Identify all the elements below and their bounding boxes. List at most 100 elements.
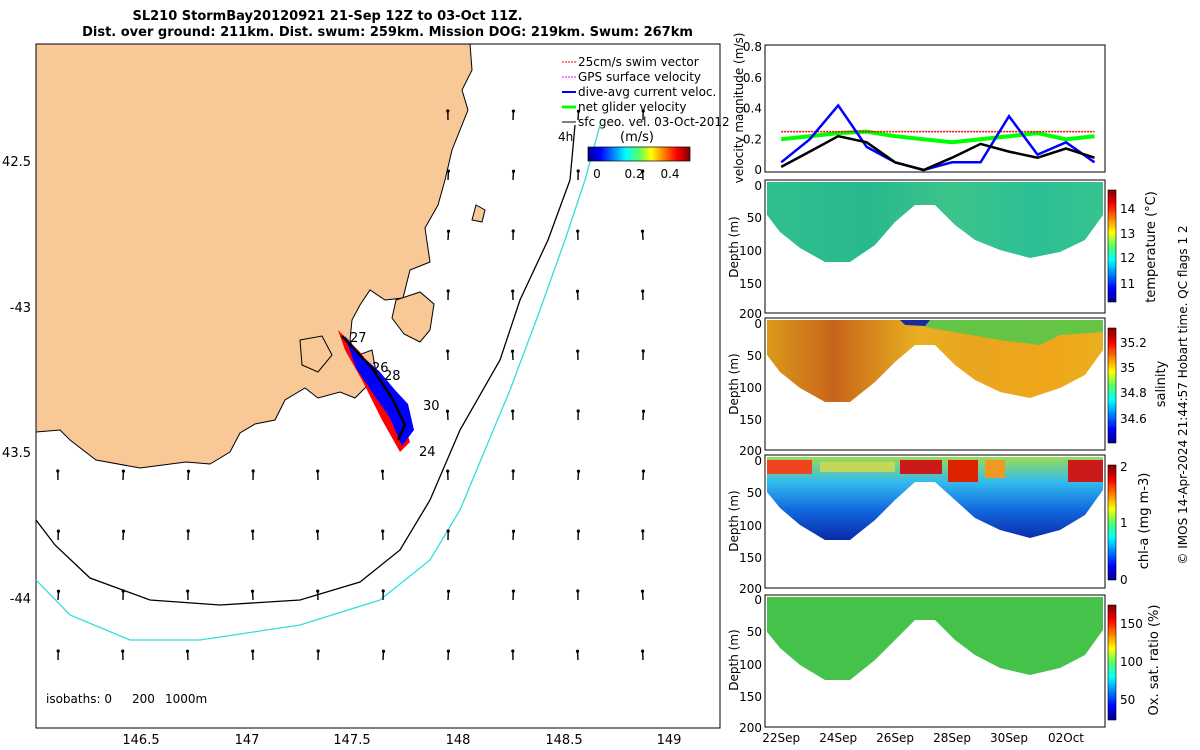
velocity-arrow-head: [640, 589, 645, 593]
lon-tick: 148: [446, 733, 471, 748]
cbar-tick: 150: [1120, 617, 1143, 631]
time-tick: 02Oct: [1048, 731, 1084, 745]
velocity-arrow-head: [56, 529, 61, 533]
velocity-arrow-head: [381, 589, 385, 593]
map-lon-ticks: 146.5 147 147.5 148 148.5 149: [122, 733, 681, 748]
velocity-series-line: [780, 129, 1095, 145]
velocity-arrow-head: [380, 469, 385, 473]
velocity-arrow-head: [641, 169, 645, 173]
velocity-arrow-head: [250, 589, 255, 593]
depth-tick: 50: [747, 349, 762, 363]
map-panel: 27 26 28 30 24 146.5 147 147.5 148 148.5…: [2, 43, 730, 748]
velocity-series: [780, 103, 1096, 172]
velocity-arrow-head: [576, 229, 580, 233]
velocity-arrow-head: [511, 649, 515, 653]
legend-dive-avg-current: dive-avg current veloc.: [578, 85, 716, 99]
velocity-arrow-head: [446, 349, 450, 353]
lon-tick: 148.5: [545, 733, 582, 748]
depth-tick: 50: [747, 486, 762, 500]
salinity-surface-band: [905, 320, 1103, 345]
salinity-colorbar-label: salinity: [1154, 360, 1169, 407]
lon-tick: 146.5: [122, 733, 159, 748]
velocity-arrow-head: [56, 649, 60, 653]
depth-tick: 200: [739, 444, 762, 458]
track-label-26: 26: [372, 361, 389, 376]
velocity-arrow-head: [446, 109, 450, 113]
cbar-tick: 34.8: [1120, 386, 1147, 400]
oxygen-panel: Depth (m) 0 50 100 150 200 50 100 150 Ox…: [727, 593, 1162, 735]
velocity-arrow-head: [575, 649, 580, 653]
cbar-tick: 100: [1120, 655, 1143, 669]
lon-tick: 149: [657, 733, 682, 748]
temperature-ylabel: Depth (m): [727, 216, 741, 277]
velocity-series-line: [780, 134, 1095, 172]
colorbar-unit: (m/s): [620, 130, 654, 145]
temperature-colorbar-label: temperature (°C): [1144, 191, 1159, 303]
temperature-colorbar-ticks: 11 12 13 14: [1120, 202, 1135, 291]
velocity-arrow-head: [315, 529, 320, 533]
oxygen-section: [767, 597, 1103, 680]
salinity-yticks: 0 50 100 150 200: [739, 317, 762, 458]
depth-tick: 50: [747, 211, 762, 225]
isobath-200m: [36, 124, 576, 606]
legend-gps-velocity: GPS surface velocity: [578, 70, 701, 84]
speed-colorbar: [587, 146, 691, 162]
isobath-1000m: [36, 124, 601, 641]
temperature-colorbar: [1107, 189, 1117, 303]
depth-tick: 150: [739, 690, 762, 704]
salinity-panel: Depth (m) 0 50 100 150 200 34.6 34.8 35 …: [727, 317, 1169, 458]
glider-track: [338, 330, 414, 452]
velocity-arrow-head: [576, 469, 581, 473]
time-tick: 28Sep: [933, 731, 971, 745]
velocity-arrow-head: [446, 169, 450, 173]
velocity-arrow-head: [251, 469, 255, 473]
velocity-arrow-head: [511, 409, 515, 413]
cbar-tick: 2: [1120, 460, 1128, 474]
velocity-arrow-head: [640, 229, 645, 233]
cbar-tick: 35: [1120, 361, 1135, 375]
chla-colorbar-label: chl-a (mg m-3): [1137, 473, 1152, 570]
velocity-yticks: 0 0.2 0.4 0.6 0.8: [743, 40, 762, 177]
peninsula-land: [391, 291, 435, 343]
chla-colorbar: [1107, 464, 1117, 581]
velocity-arrow-head: [511, 169, 516, 173]
salinity-ylabel: Depth (m): [727, 353, 741, 414]
chla-ylabel: Depth (m): [727, 490, 741, 551]
velocity-arrow-head: [381, 529, 385, 533]
depth-tick: 200: [739, 582, 762, 596]
cbar-tick: 50: [1120, 693, 1135, 707]
velocity-arrow-head: [511, 529, 516, 533]
velocity-arrow-head: [511, 229, 515, 233]
depth-tick: 150: [739, 551, 762, 565]
lon-tick: 147: [235, 733, 260, 748]
cbar-tick: 11: [1120, 277, 1135, 291]
map-legend: 25cm/s swim vector GPS surface velocity …: [558, 55, 730, 181]
lat-tick: 42.5: [2, 155, 31, 170]
depth-tick: 200: [739, 307, 762, 321]
velocity-arrow-head: [641, 109, 645, 113]
velocity-arrow-head: [511, 469, 515, 473]
lon-tick: 147.5: [333, 733, 370, 748]
velocity-arrow-head: [381, 649, 386, 653]
isobath-1000-label: 1000m: [165, 692, 207, 706]
velocity-arrow-head: [251, 529, 255, 533]
map-lat-ticks: 42.5 -43 43.5 -44: [2, 155, 31, 607]
salinity-colorbar-ticks: 34.6 34.8 35 35.2: [1120, 336, 1147, 426]
lat-tick: 43.5: [2, 446, 31, 461]
velocity-arrow-head: [56, 589, 61, 593]
depth-tick: 0: [754, 454, 762, 468]
chla-panel: Depth (m) 0 50 100 150 200 0 1 2 chl-a (…: [727, 454, 1152, 596]
track-label-28: 28: [384, 369, 401, 384]
velocity-ytick: 0.8: [743, 40, 762, 54]
velocity-arrow-head: [446, 229, 451, 233]
chla-yticks: 0 50 100 150 200: [739, 454, 762, 596]
velocity-arrow-head: [121, 469, 125, 473]
velocity-arrow-head: [641, 649, 645, 653]
velocity-ytick: 0.2: [743, 132, 762, 146]
isobath-label: isobaths: 0: [46, 692, 112, 706]
velocity-arrow-head: [121, 589, 125, 593]
figure-title-line1: SL210 StormBay20120921 21-Sep 12Z to 03-…: [132, 9, 523, 24]
velocity-arrow-head: [576, 529, 581, 533]
velocity-arrow-head: [316, 589, 320, 593]
legend-swim-vector: 25cm/s swim vector: [578, 55, 699, 69]
